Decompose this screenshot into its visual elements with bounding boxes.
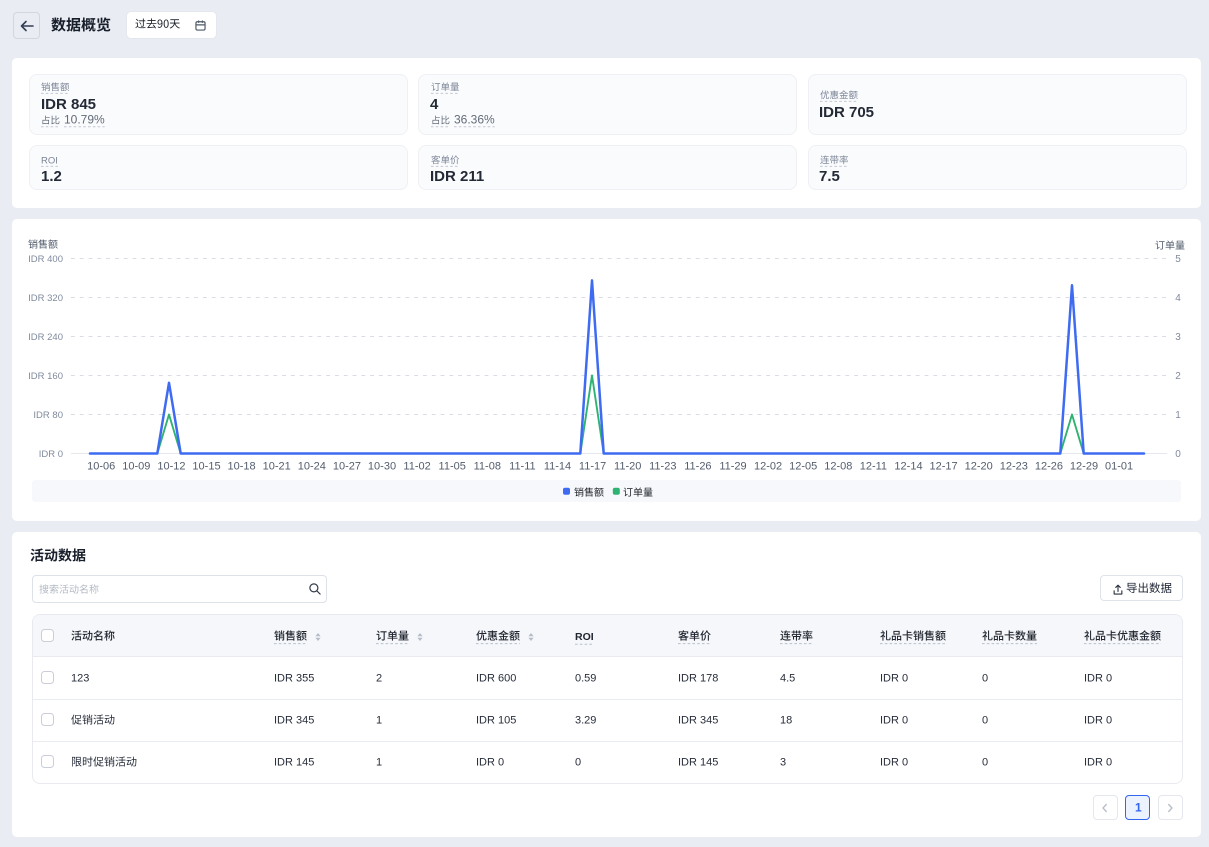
svg-text:12-26: 12-26 [1035,460,1063,472]
svg-text:18: 18 [780,715,792,727]
svg-text:12-29: 12-29 [1070,460,1098,472]
svg-text:0: 0 [982,757,988,769]
svg-text:10-21: 10-21 [263,460,291,472]
svg-text:10-15: 10-15 [192,460,220,472]
svg-text:4.5: 4.5 [780,673,795,685]
svg-text:IDR 178: IDR 178 [678,673,718,685]
svg-text:1: 1 [376,757,382,769]
svg-text:0: 0 [1175,449,1181,460]
svg-text:IDR 80: IDR 80 [33,410,63,421]
svg-text:IDR 320: IDR 320 [28,293,63,304]
svg-text:1: 1 [376,715,382,727]
svg-text:12-17: 12-17 [930,460,958,472]
svg-text:11-26: 11-26 [684,460,711,472]
svg-text:IDR 400: IDR 400 [28,254,63,265]
svg-text:12-14: 12-14 [894,460,922,472]
svg-text:IDR 0: IDR 0 [1084,715,1112,727]
svg-text:10-30: 10-30 [368,460,396,472]
svg-text:ROI: ROI [575,631,594,643]
svg-text:36.36%: 36.36% [454,113,495,127]
svg-text:0: 0 [982,715,988,727]
svg-text:12-23: 12-23 [1000,460,1028,472]
svg-text:IDR 0: IDR 0 [1084,757,1112,769]
svg-text:4: 4 [430,96,439,113]
svg-text:10-24: 10-24 [298,460,326,472]
svg-text:11-23: 11-23 [649,460,676,472]
svg-text:3: 3 [1175,332,1181,343]
svg-text:IDR 845: IDR 845 [41,96,96,113]
svg-text:11-17: 11-17 [579,460,606,472]
svg-text:12-08: 12-08 [824,460,852,472]
svg-text:IDR 705: IDR 705 [819,104,874,121]
svg-text:IDR 0: IDR 0 [1084,673,1112,685]
svg-text:IDR 160: IDR 160 [28,371,63,382]
svg-text:10.79%: 10.79% [64,113,105,127]
svg-text:11-05: 11-05 [439,460,466,472]
svg-text:0.59: 0.59 [575,673,596,685]
svg-text:IDR 0: IDR 0 [39,449,63,460]
svg-text:IDR 145: IDR 145 [274,757,314,769]
svg-text:IDR 345: IDR 345 [274,715,314,727]
svg-text:IDR 211: IDR 211 [430,168,484,185]
svg-text:2: 2 [1175,371,1181,382]
svg-text:123: 123 [71,673,89,685]
svg-text:11-08: 11-08 [474,460,501,472]
svg-text:10-27: 10-27 [333,460,361,472]
svg-text:IDR 240: IDR 240 [28,332,63,343]
svg-text:4: 4 [1175,293,1181,304]
svg-text:01-01: 01-01 [1105,460,1133,472]
svg-text:3: 3 [780,757,786,769]
svg-text:10-18: 10-18 [228,460,256,472]
svg-text:12-11: 12-11 [860,460,887,472]
svg-text:3.29: 3.29 [575,715,596,727]
svg-text:11-14: 11-14 [544,460,571,472]
svg-text:0: 0 [575,757,581,769]
svg-text:11-11: 11-11 [509,460,536,472]
svg-text:IDR 0: IDR 0 [880,757,908,769]
svg-text:12-05: 12-05 [789,460,817,472]
svg-text:11-20: 11-20 [614,460,641,472]
svg-text:10-06: 10-06 [87,460,115,472]
svg-text:2: 2 [376,673,382,685]
svg-text:IDR 105: IDR 105 [476,715,516,727]
svg-text:IDR 0: IDR 0 [880,715,908,727]
svg-text:1.2: 1.2 [41,168,62,185]
svg-text:12-20: 12-20 [965,460,993,472]
svg-text:IDR 600: IDR 600 [476,673,516,685]
svg-text:10-12: 10-12 [157,460,185,472]
svg-text:12-02: 12-02 [754,460,782,472]
svg-text:11-02: 11-02 [403,460,430,472]
svg-text:IDR 345: IDR 345 [678,715,718,727]
svg-text:IDR 145: IDR 145 [678,757,718,769]
svg-text:5: 5 [1175,254,1181,265]
svg-text:IDR 0: IDR 0 [476,757,504,769]
svg-text:11-29: 11-29 [719,460,746,472]
svg-text:1: 1 [1135,800,1142,814]
svg-text:IDR 355: IDR 355 [274,673,314,685]
svg-text:0: 0 [982,673,988,685]
svg-text:1: 1 [1175,410,1181,421]
svg-text:IDR 0: IDR 0 [880,673,908,685]
svg-text:10-09: 10-09 [122,460,150,472]
svg-text:ROI: ROI [41,155,58,166]
svg-text:7.5: 7.5 [819,168,840,185]
